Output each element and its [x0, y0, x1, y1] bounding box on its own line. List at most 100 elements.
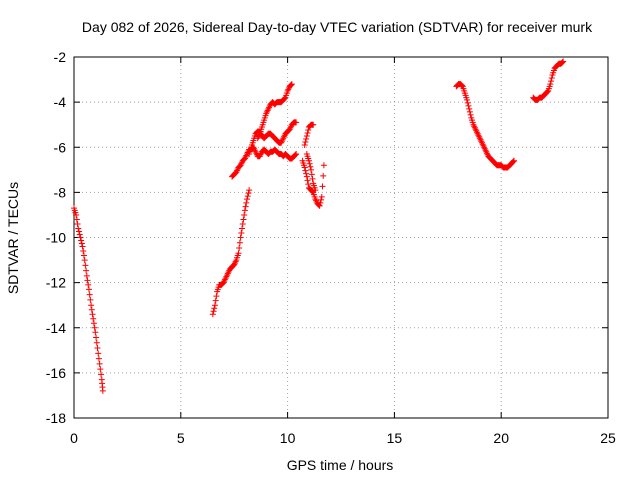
data-point	[98, 371, 105, 378]
data-point	[459, 82, 466, 89]
data-point	[312, 187, 319, 194]
data-point	[75, 228, 82, 235]
data-point	[85, 281, 92, 288]
x-tick-label: 25	[600, 430, 616, 446]
data-point	[80, 252, 87, 259]
data-point	[303, 135, 310, 142]
data-point	[465, 102, 472, 109]
x-tick-label: 5	[177, 430, 185, 446]
data-point	[83, 267, 90, 274]
data-point	[288, 81, 295, 88]
data-point	[236, 245, 243, 252]
data-point	[76, 231, 83, 238]
data-point	[301, 164, 308, 171]
data-point	[308, 171, 315, 178]
data-point	[78, 237, 85, 244]
x-tick-label: 15	[387, 430, 403, 446]
data-point	[304, 177, 311, 184]
data-point	[464, 99, 471, 106]
data-point	[81, 257, 88, 264]
data-point	[209, 311, 216, 318]
data-point	[90, 320, 97, 327]
data-point	[86, 291, 93, 298]
data-point	[559, 59, 566, 66]
data-point	[292, 151, 299, 158]
data-point	[293, 151, 300, 158]
data-point	[547, 81, 554, 88]
data-point	[466, 105, 473, 112]
data-point	[244, 196, 251, 203]
data-point	[92, 329, 99, 336]
data-point	[303, 170, 310, 177]
data-point	[308, 166, 315, 173]
data-point	[310, 121, 317, 128]
data-point	[467, 111, 474, 118]
data-point	[99, 387, 106, 394]
data-point	[210, 308, 217, 315]
x-tick-label: 10	[280, 430, 296, 446]
data-point	[302, 167, 309, 174]
data-point	[96, 360, 103, 367]
data-point	[288, 81, 295, 88]
data-point	[560, 58, 567, 65]
data-point	[245, 190, 252, 197]
data-point	[211, 305, 218, 312]
data-point	[305, 157, 312, 164]
data-point	[464, 96, 471, 103]
data-point	[306, 160, 313, 167]
data-point	[93, 339, 100, 346]
x-axis-label: GPS time / hours	[287, 457, 394, 473]
data-point	[80, 248, 87, 255]
data-point	[305, 126, 312, 133]
y-tick-label: -4	[54, 94, 67, 110]
data-point	[237, 234, 244, 241]
data-point	[307, 163, 314, 170]
data-point	[95, 355, 102, 362]
data-point	[87, 296, 94, 303]
y-tick-label: -6	[54, 139, 67, 155]
data-point	[93, 334, 100, 341]
data-point	[466, 108, 473, 115]
data-point	[301, 141, 308, 148]
y-tick-label: -10	[46, 230, 66, 246]
data-point	[548, 78, 555, 85]
data-point	[243, 199, 250, 206]
data-point	[242, 203, 249, 210]
data-point	[241, 207, 248, 214]
data-point	[320, 162, 327, 169]
data-point	[303, 132, 310, 139]
data-point	[78, 240, 85, 247]
data-point	[74, 220, 81, 227]
data-point	[318, 196, 325, 203]
data-point	[246, 187, 253, 194]
data-point	[235, 250, 242, 257]
data-point	[73, 211, 80, 218]
data-point	[240, 216, 247, 223]
data-point	[319, 183, 326, 190]
data-point	[320, 172, 327, 179]
data-point	[244, 193, 251, 200]
data-point	[88, 302, 95, 309]
data-points	[71, 58, 567, 394]
data-point	[94, 345, 101, 352]
data-point	[548, 75, 555, 82]
data-point	[510, 158, 517, 165]
data-point	[90, 315, 97, 322]
data-point	[544, 88, 551, 95]
x-tick-label: 0	[70, 430, 78, 446]
data-point	[511, 157, 518, 164]
x-tick-label: 20	[493, 430, 509, 446]
data-point	[316, 202, 323, 209]
data-point	[241, 211, 248, 218]
data-point	[212, 297, 219, 304]
data-point	[239, 220, 246, 227]
y-tick-label: -2	[54, 49, 67, 65]
data-point	[91, 324, 98, 331]
grid	[74, 57, 608, 418]
data-point	[97, 366, 104, 373]
axis-ticks: 0 5 10 15 20 25 -2 -4 -6 -8 -10 -12 -14 -16 -18	[46, 49, 616, 446]
data-point	[309, 175, 316, 182]
data-point	[239, 225, 246, 232]
data-point	[88, 306, 95, 313]
